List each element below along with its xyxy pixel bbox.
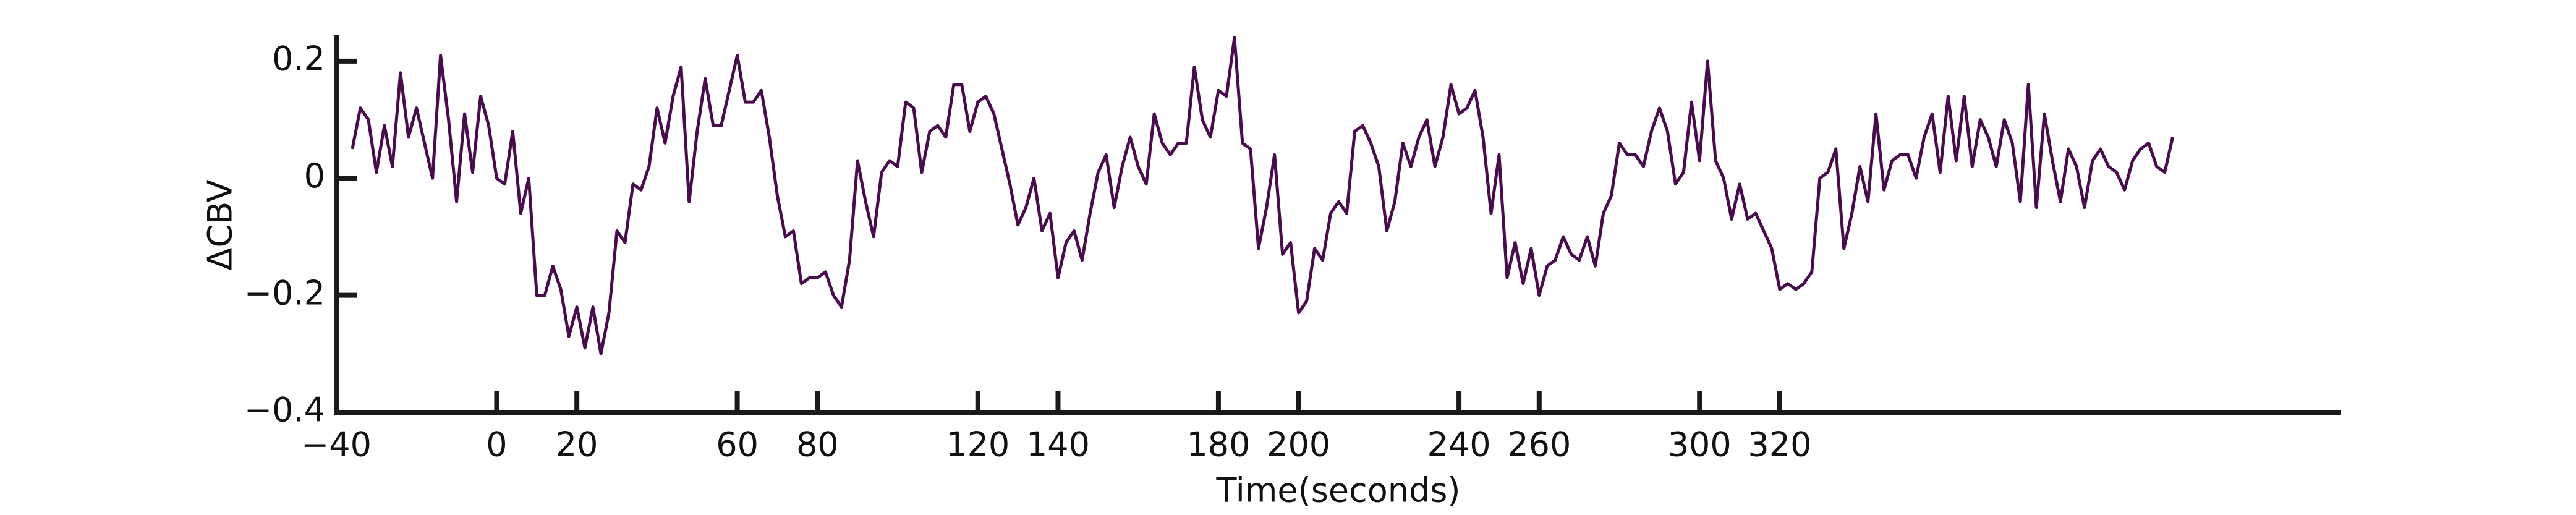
x-tick-label: 20 bbox=[556, 425, 598, 464]
x-tick-label: 60 bbox=[716, 425, 759, 464]
y-tick-label: 0 bbox=[304, 156, 325, 195]
x-tick-label: 320 bbox=[1748, 425, 1811, 464]
x-tick-label: −40 bbox=[301, 425, 372, 464]
x-tick-label: 300 bbox=[1668, 425, 1732, 464]
data-line bbox=[351, 36, 2175, 355]
x-tick-label: 120 bbox=[946, 425, 1010, 464]
x-tick-label: 0 bbox=[486, 425, 507, 464]
y-tick-label: −0.2 bbox=[244, 273, 325, 312]
x-tick-label: 180 bbox=[1186, 425, 1250, 464]
x-tick-label: 240 bbox=[1427, 425, 1491, 464]
y-tick-label: −0.4 bbox=[244, 391, 325, 430]
y-axis-label: ΔCBV bbox=[201, 179, 240, 270]
x-tick-label: 80 bbox=[796, 425, 839, 464]
x-tick-label: 260 bbox=[1507, 425, 1571, 464]
x-tick-label: 200 bbox=[1267, 425, 1330, 464]
x-tick-label: 140 bbox=[1026, 425, 1090, 464]
y-tick-label: 0.2 bbox=[272, 40, 325, 79]
x-axis-label: Time(seconds) bbox=[1215, 471, 1460, 510]
